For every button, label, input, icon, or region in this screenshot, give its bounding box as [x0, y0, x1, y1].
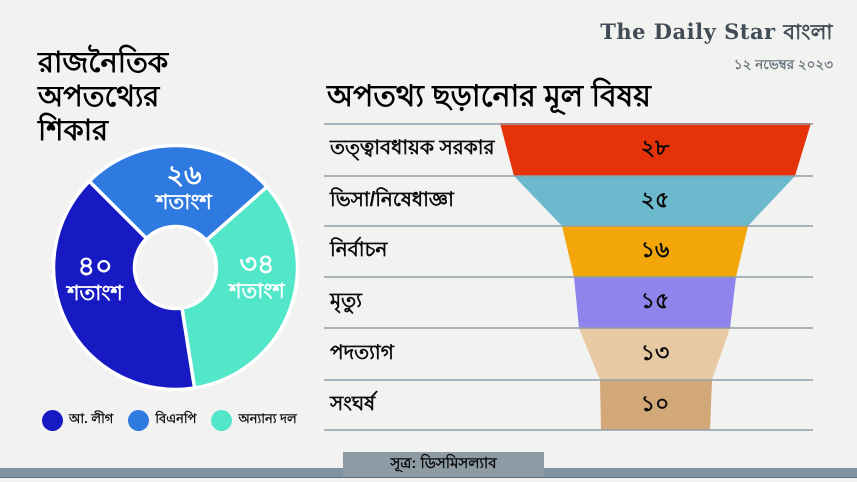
legend-label: বিএনপি: [155, 411, 197, 426]
funnel-row-value-4: ১৩: [640, 339, 670, 365]
funnel-row-label-1: ভিসা/নিষেধাজ্ঞা: [330, 188, 454, 211]
funnel-row-label-0: তত্ত্বাবধায়ক সরকার: [330, 137, 495, 159]
donut-slice-unit: শতাংশ: [229, 280, 285, 303]
donut-svg: [51, 143, 300, 392]
legend-dot-icon: [42, 410, 63, 431]
funnel-row-value-3: ১৫: [640, 288, 670, 313]
donut-slice-value: ৩৪: [239, 249, 275, 279]
legend-label: অন্যান্য দল: [238, 411, 297, 426]
funnel-row-value-0: ২৮: [640, 135, 670, 160]
funnel-segment-0: [500, 123, 811, 176]
donut-slice-unit: শতাংশ: [67, 282, 123, 305]
source-text: সূত্র: ডিসমিসল্যাব: [390, 455, 497, 472]
funnel-segment-1: [514, 176, 795, 226]
donut-slice-value: ৪০: [77, 251, 113, 281]
funnel-segment-4: [579, 328, 730, 380]
funnel-row-label-5: সংঘর্ষ: [330, 392, 376, 415]
legend-dot-icon: [211, 410, 233, 431]
funnel-row-label-2: নির্বাচন: [330, 239, 388, 261]
donut-slice-0: [51, 179, 197, 392]
funnel-row-value-2: ১৬: [640, 237, 670, 262]
pie-chart-title: রাজনৈতিক অপতথ্যের শিকার: [38, 47, 169, 147]
pie-legend: আ. লীগ বিএনপি অন্যান্য দল: [42, 410, 322, 431]
funnel-segment-5: [600, 380, 712, 430]
legend-item-1: বিএনপি: [128, 410, 196, 431]
donut-slice-unit: শতাংশ: [156, 191, 212, 214]
legend-item-2: অন্যান্য দল: [211, 410, 297, 431]
funnel-rows: তত্ত্বাবধায়ক সরকার ২৮ ভিসা/নিষেধাজ্ঞা ২৫ নি…: [324, 123, 813, 431]
brand-block: The Daily Star বাংলা ১২ নভেম্বর ২০২৩: [600, 16, 833, 77]
publication-date: ১২ নভেম্বর ২০২৩: [733, 57, 833, 72]
funnel-row-label-3: মৃত্যু: [330, 290, 362, 312]
donut-slice-1: [87, 143, 269, 243]
funnel-svg: [324, 123, 813, 431]
funnel-row-value-1: ২৫: [640, 186, 670, 212]
funnel-row-label-4: পদত্যাগ: [330, 341, 394, 364]
funnel-row-value-5: ১০: [640, 390, 670, 416]
legend-label: আ. লীগ: [69, 411, 114, 426]
funnel-segment-3: [574, 277, 736, 328]
legend-dot-icon: [128, 410, 150, 431]
donut-slice-label-2: ৩৪ শতাংশ: [197, 250, 317, 304]
funnel-chart-title: অপতথ্য ছড়ানোর মূল বিষয়: [327, 80, 651, 113]
donut-chart: ৪০ শতাংশ ২৬ শতাংশ ৩৪ শতাংশ: [49, 141, 302, 394]
daily-star-logo: The Daily Star বাংলা: [600, 19, 833, 44]
funnel-segment-2: [562, 226, 748, 277]
donut-slice-2: [180, 185, 300, 390]
donut-slice-label-0: ৪০ শতাংশ: [35, 252, 155, 306]
source-box: সূত্র: ডিসমিসল্যাব: [343, 452, 544, 478]
donut-slice-label-1: ২৬ শতাংশ: [124, 161, 244, 215]
legend-item-0: আ. লীগ: [42, 410, 113, 431]
donut-slice-value: ২৬: [166, 160, 202, 190]
